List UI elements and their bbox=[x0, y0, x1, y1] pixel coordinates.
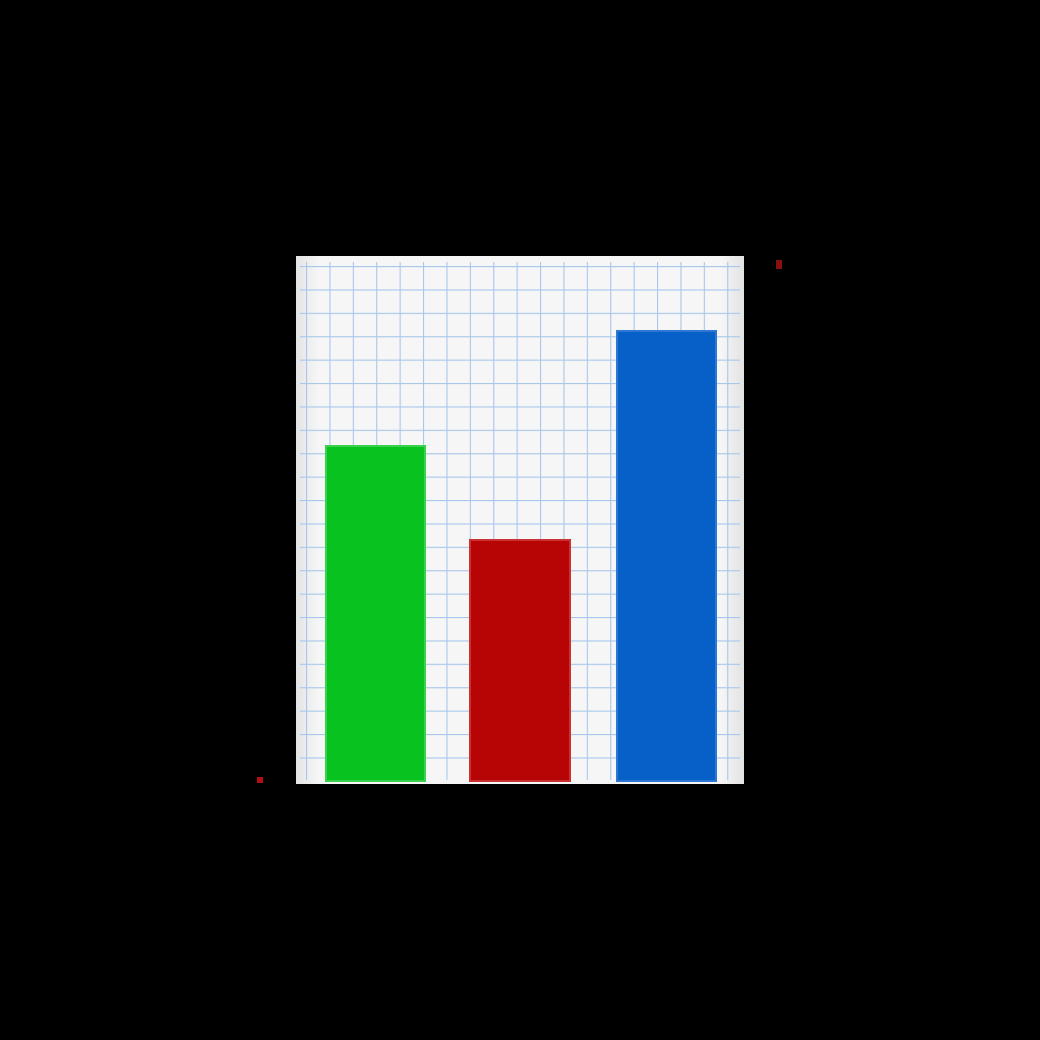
dot bbox=[257, 777, 263, 783]
red-bar bbox=[469, 539, 571, 782]
blue-bar bbox=[616, 330, 717, 782]
green-bar bbox=[325, 445, 426, 782]
dot bbox=[776, 260, 782, 269]
